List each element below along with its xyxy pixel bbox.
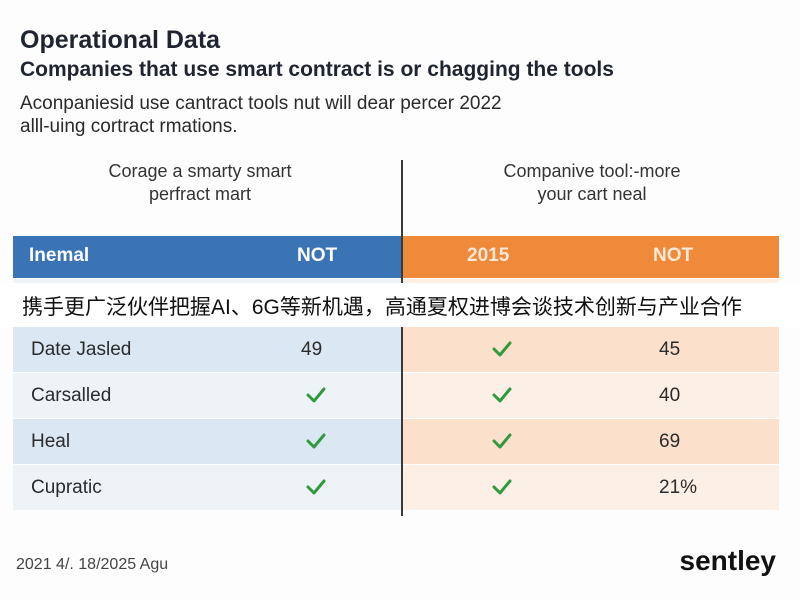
row-right-cell: 21%: [403, 465, 779, 510]
row-left-cell: Heal: [13, 419, 401, 464]
description-line-2: alll-uing cortract rmations.: [20, 116, 238, 137]
header-cell-not-right: NOT: [653, 245, 694, 266]
table-header-left: Inemal NOT: [13, 236, 401, 278]
table-row: Cupratic 21%: [13, 465, 779, 510]
table-row: Carsalled 40: [13, 373, 779, 418]
check-icon: [492, 433, 512, 449]
row-label: Cupratic: [31, 477, 102, 498]
page-subtitle: Companies that use smart contract is or …: [20, 58, 614, 81]
footer-date: 2021 4/. 18/2025 Agu: [16, 556, 169, 573]
row-right-cell: 40: [403, 373, 779, 418]
description: Aconpaniesid use cantract tools nut will…: [20, 92, 720, 138]
header-cell-2015: 2015: [467, 245, 510, 266]
column-divider: [401, 160, 403, 516]
left-column-heading-line-1: Corage a smarty smart: [108, 161, 292, 181]
check-icon: [306, 433, 326, 449]
row-value: 21%: [659, 477, 698, 498]
row-value: 45: [659, 339, 681, 360]
check-icon: [492, 479, 512, 495]
news-banner: 携手更广泛伙伴把握AI、6G等新机遇，高通夏权进博会谈技术创新与产业合作: [0, 283, 800, 327]
table-row: Date Jasled 49 45: [13, 327, 779, 372]
table-row: Heal 69: [13, 419, 779, 464]
row-right-cell: 69: [403, 419, 779, 464]
check-icon: [306, 387, 326, 403]
row-value: 69: [659, 431, 681, 452]
brand-logo: sentley: [679, 545, 777, 576]
row-left-cell: Date Jasled 49: [13, 327, 401, 372]
row-label: Heal: [31, 431, 71, 452]
row-value: 40: [659, 385, 681, 406]
check-icon: [306, 479, 326, 495]
banner-text: 携手更广泛伙伴把握AI、6G等新机遇，高通夏权进博会谈技术创新与产业合作: [22, 296, 742, 319]
comparison-table: Inemal NOT 2015 NOT Date Jasled 49 45 Ca…: [13, 236, 779, 512]
right-column-heading-line-1: Companive tool:-more: [503, 161, 681, 181]
row-left-cell: Carsalled: [13, 373, 401, 418]
check-icon: [492, 341, 512, 357]
page-title: Operational Data: [20, 26, 221, 54]
row-left-cell: Cupratic: [13, 465, 401, 510]
row-label: Carsalled: [31, 385, 112, 406]
right-column-heading-line-2: your cart neal: [537, 184, 647, 204]
row-label: Date Jasled: [31, 339, 132, 360]
left-column-heading-line-2: perfract mart: [148, 184, 252, 204]
row-right-cell: 45: [403, 327, 779, 372]
left-column-heading: Corage a smarty smart perfract mart: [20, 160, 380, 206]
row-value: 49: [301, 339, 323, 360]
header-cell-not-left: NOT: [297, 245, 338, 266]
right-column-heading: Companive tool:-more your cart neal: [412, 160, 772, 206]
header-cell-inemal: Inemal: [29, 245, 90, 266]
description-line-1: Aconpaniesid use cantract tools nut will…: [20, 93, 502, 114]
check-icon: [492, 387, 512, 403]
table-header-right: 2015 NOT: [403, 236, 779, 278]
